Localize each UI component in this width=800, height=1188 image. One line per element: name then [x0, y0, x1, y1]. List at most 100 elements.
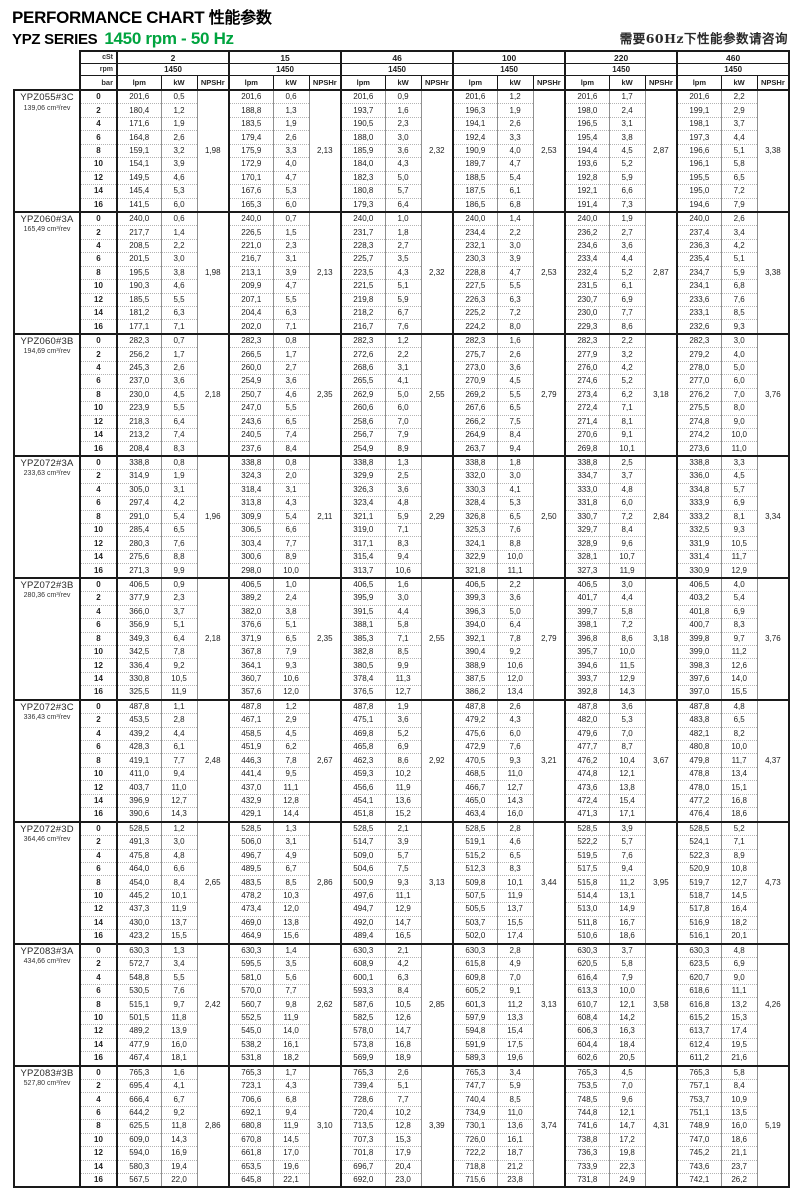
lpm-cell: 183,5 — [228, 116, 274, 131]
lpm-cell: 573,8 — [340, 1037, 386, 1052]
lpm-cell: 478,2 — [228, 888, 274, 903]
bar-cell: 6 — [79, 252, 118, 267]
lpm-cell: 366,0 — [116, 604, 161, 619]
lpm-cell: 380,5 — [340, 658, 386, 673]
kw-cell: 6,3 — [496, 292, 534, 307]
kw-cell: 5,5 — [496, 279, 534, 294]
kw-cell: 1,3 — [272, 103, 310, 118]
lpm-cell: 328,9 — [564, 536, 610, 551]
lpm-cell: 611,2 — [676, 1051, 722, 1066]
table-row: 14 145,4 5,3 167,6 5,3 180,8 5,7 187,5 6,1 192,1 6… — [14, 184, 789, 198]
lpm-cell: 230,3 — [452, 252, 498, 267]
bar-cell: 10 — [79, 279, 118, 294]
kw-cell: 20,1 — [720, 929, 758, 944]
npshr-cell: 2,62 — [308, 942, 342, 1066]
npshr-cell: 4,37 — [756, 698, 790, 822]
lpm-cell: 736,3 — [564, 1146, 610, 1161]
lpm-cell: 282,3 — [564, 332, 610, 348]
kw-cell: 8,1 — [720, 509, 758, 524]
kw-cell: 15,3 — [720, 1010, 758, 1025]
npshr-cell: 2,55 — [420, 332, 454, 456]
lpm-cell: 475,8 — [116, 848, 161, 863]
lpm-cell: 606,3 — [564, 1024, 610, 1039]
kw-cell: 17,1 — [608, 807, 646, 822]
npshr-cell: 1,98 — [196, 89, 230, 212]
lpm-cell: 228,8 — [452, 265, 498, 280]
lpm-cell: 388,1 — [340, 618, 386, 632]
lpm-cell: 171,6 — [116, 116, 161, 131]
model-cell: YPZ055#3C 139,06 cm³/rev — [13, 89, 81, 213]
lpm-cell: 272,6 — [340, 347, 386, 362]
kw-cell: 5,1 — [720, 252, 758, 267]
npshr-cell: 3,44 — [532, 820, 566, 944]
kw-cell: 13,3 — [496, 1010, 534, 1025]
kw-cell: 9,2 — [496, 644, 534, 659]
kw-cell: 7,0 — [720, 387, 758, 402]
npshr-cell: 2,18 — [196, 332, 230, 456]
lpm-cell: 439,2 — [116, 726, 161, 741]
lpm-cell: 262,9 — [340, 387, 386, 402]
bar-cell: 14 — [79, 671, 118, 686]
lpm-cell: 446,3 — [228, 753, 274, 768]
kw-cell: 7,0 — [608, 726, 646, 741]
lpm-cell: 591,9 — [452, 1037, 498, 1052]
lpm-cell: 429,1 — [228, 807, 274, 822]
lpm-cell: 475,1 — [340, 713, 386, 728]
table-row: 12 149,5 4,6 170,1 4,7 182,3 5,0 188,5 5,4 192,8 5… — [14, 170, 789, 185]
kw-cell: 9,4 — [160, 766, 197, 781]
kw-cell: 10,5 — [160, 671, 197, 686]
lpm-cell: 240,0 — [116, 210, 161, 226]
kw-cell: 2,4 — [272, 591, 310, 606]
kw-cell: 11,9 — [160, 685, 197, 700]
lpm-cell: 221,0 — [228, 238, 274, 253]
kw-cell: 4,1 — [496, 482, 534, 497]
kw-cell: 2,9 — [272, 713, 310, 728]
kw-cell: 20,4 — [384, 1159, 422, 1174]
kw-cell: 7,2 — [608, 509, 646, 524]
table-row: YPZ072#3A 233,63 cm³/rev 0 338,8 0,8 1,96 338,… — [13, 454, 790, 579]
kw-cell: 1,6 — [496, 332, 534, 348]
kw-cell: 3,1 — [160, 482, 197, 497]
kw-cell: 10,6 — [272, 671, 310, 686]
lpm-cell: 237,0 — [116, 374, 161, 389]
kw-cell: 1,2 — [160, 820, 197, 836]
lpm-cell: 594,8 — [452, 1024, 498, 1039]
table-row: YPZ083#3A 434,66 cm³/rev 0 630,3 1,3 2,42 630,… — [13, 942, 790, 1066]
npshr-cell: 2,87 — [644, 89, 678, 212]
table-row: 10 445,2 10,1 478,2 10,3 497,6 11,1 507,5 11,9 51… — [14, 888, 789, 903]
table-row: 16 390,6 14,3 429,1 14,4 451,8 15,2 463,4 16,0 47… — [14, 807, 789, 822]
kw-cell: 19,8 — [608, 1146, 646, 1161]
npshr-cell: 2,35 — [308, 332, 342, 456]
lpm-cell: 388,9 — [452, 658, 498, 673]
lpm-cell: 334,8 — [676, 482, 722, 497]
lpm-cell: 306,5 — [228, 522, 274, 537]
kw-cell: 6,9 — [720, 496, 758, 511]
kw-cell: 5,1 — [160, 618, 197, 632]
table-row: 4 439,2 4,4 458,5 4,5 469,8 5,2 475,6 6,0 479,6 7,… — [14, 726, 789, 741]
kw-cell: 11,3 — [384, 671, 422, 686]
kw-cell: 11,7 — [720, 549, 758, 564]
lpm-cell: 406,5 — [564, 576, 610, 592]
kw-cell: 9,3 — [496, 753, 534, 768]
table-row: 4 208,5 2,2 221,0 2,3 228,3 2,7 232,1 3,0 234,6 3,… — [14, 238, 789, 253]
kw-cell: 4,9 — [272, 848, 310, 863]
kw-cell: 5,3 — [160, 184, 197, 198]
kw-cell: 4,6 — [160, 279, 197, 294]
kw-cell: 4,3 — [496, 713, 534, 728]
lpm-cell: 509,8 — [452, 875, 498, 890]
lpm-cell: 382,0 — [228, 604, 274, 619]
lpm-cell: 324,1 — [452, 536, 498, 551]
kw-cell: 6,6 — [608, 184, 646, 198]
kw-cell: 5,9 — [496, 1078, 534, 1093]
lpm-cell: 204,4 — [228, 305, 274, 320]
lpm-cell: 190,5 — [340, 116, 386, 131]
lpm-cell: 232,1 — [452, 238, 498, 253]
kw-cell: 7,1 — [160, 319, 197, 334]
lpm-cell: 225,7 — [340, 252, 386, 267]
table-row: 6 237,0 3,6 254,9 3,6 265,5 4,1 270,9 4,5 274,6 5,… — [14, 374, 789, 389]
kw-cell: 3,7 — [608, 469, 646, 484]
measure-header-lpm: lpm — [452, 75, 498, 91]
kw-cell: 4,8 — [720, 698, 758, 714]
table-row: YPZ072#3D 364,46 cm³/rev 0 528,5 1,2 2,65 528,… — [13, 820, 790, 945]
lpm-cell: 399,7 — [564, 604, 610, 619]
